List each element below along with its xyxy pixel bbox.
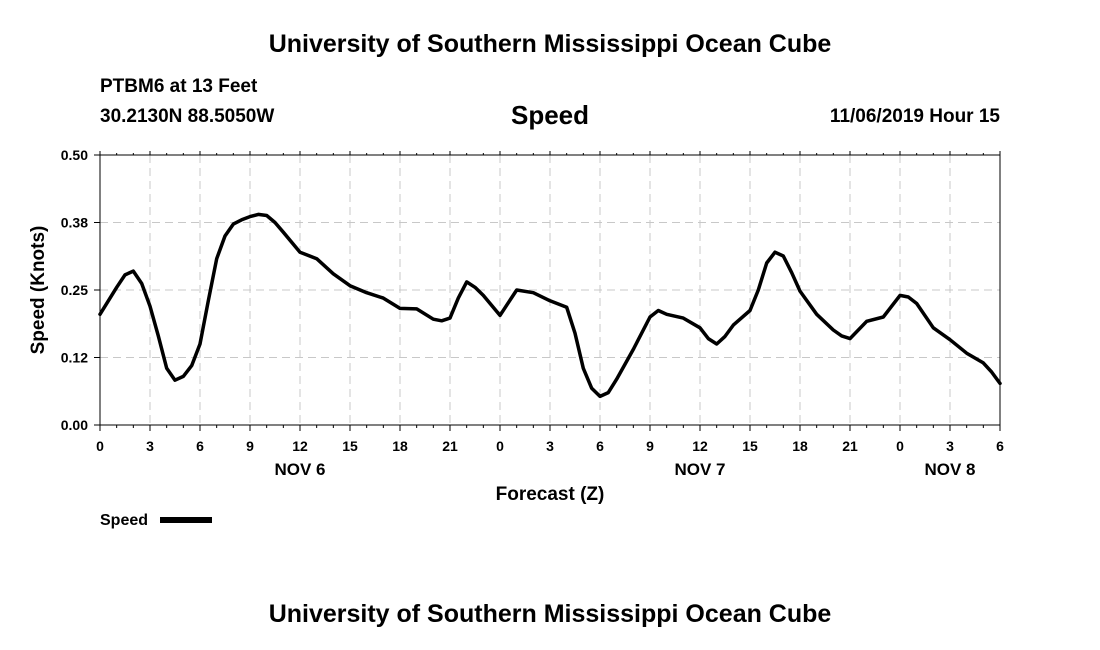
x-tick-label: 9 — [246, 438, 254, 454]
x-tick-label: 0 — [496, 438, 504, 454]
coordinates-label: 30.2130N 88.5050W — [100, 106, 275, 127]
grid — [100, 155, 1000, 425]
x-tick-label: 6 — [596, 438, 604, 454]
chart-title-bottom: University of Southern Mississippi Ocean… — [268, 600, 832, 628]
x-tick-label: 3 — [946, 438, 954, 454]
x-tick-label: 18 — [392, 438, 408, 454]
y-tick-label: 0.12 — [61, 350, 88, 366]
x-tick-label: 0 — [896, 438, 904, 454]
x-axis-label: Forecast (Z) — [496, 484, 605, 505]
x-tick-label: 0 — [96, 438, 104, 454]
forecast-datetime: 11/06/2019 Hour 15 — [829, 106, 1000, 127]
axis-ticks — [94, 151, 1001, 431]
y-tick-label: 0.38 — [61, 215, 88, 231]
day-label: NOV 8 — [924, 460, 975, 479]
x-tick-label: 15 — [342, 438, 358, 454]
y-tick-label: 0.25 — [61, 282, 88, 298]
plot-frame — [99, 154, 1001, 426]
variable-title: Speed — [510, 100, 590, 130]
y-tick-label: 0.50 — [61, 147, 88, 163]
x-tick-labels: 0 3 6 9 12 15 18 21 0 3 6 9 12 15 18 21 0 3 6 — [96, 438, 1004, 454]
y-tick-label: 0.00 — [61, 417, 88, 433]
legend-label: Speed — [100, 512, 148, 529]
x-tick-label: 18 — [792, 438, 808, 454]
day-label: NOV 6 — [274, 460, 325, 479]
legend: Speed — [100, 512, 212, 529]
x-tick-label: 15 — [742, 438, 758, 454]
x-tick-label: 3 — [546, 438, 554, 454]
x-tick-label: 9 — [646, 438, 654, 454]
series-layer — [98, 212, 1002, 399]
station-label: PTBM6 at 13 Feet — [100, 76, 258, 97]
x-tick-label: 21 — [842, 438, 858, 454]
x-tick-label: 12 — [692, 438, 708, 454]
chart-title-top: University of Southern Mississippi Ocean… — [268, 30, 832, 58]
x-tick-label: 3 — [146, 438, 154, 454]
y-axis-label: Speed (Knots) — [28, 226, 49, 355]
day-label: NOV 7 — [674, 460, 725, 479]
x-tick-label: 6 — [996, 438, 1004, 454]
x-tick-label: 6 — [196, 438, 204, 454]
series-line-speed — [98, 212, 1002, 399]
y-tick-labels: 0.00 0.12 0.25 0.38 0.50 — [61, 147, 88, 433]
x-tick-label: 21 — [442, 438, 458, 454]
x-tick-label: 12 — [292, 438, 308, 454]
day-labels: NOV 6 NOV 7 NOV 8 — [274, 460, 975, 479]
